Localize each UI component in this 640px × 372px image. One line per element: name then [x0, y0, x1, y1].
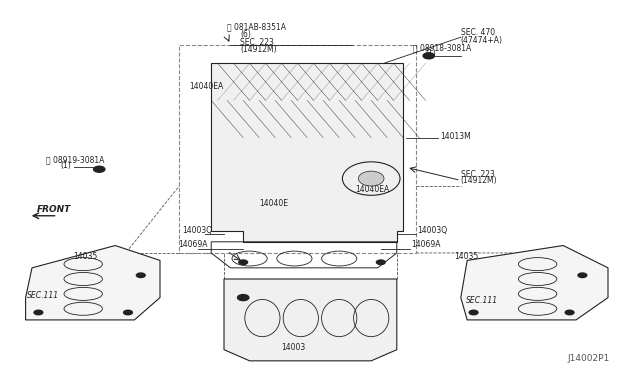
Text: 14040EA: 14040EA: [189, 82, 223, 91]
Polygon shape: [461, 246, 608, 320]
Circle shape: [238, 259, 248, 265]
Text: (14912M): (14912M): [240, 45, 276, 54]
Circle shape: [93, 166, 106, 173]
Circle shape: [358, 171, 384, 186]
Text: 14040EA: 14040EA: [355, 185, 390, 193]
Circle shape: [577, 272, 588, 278]
Text: 14040E: 14040E: [259, 199, 288, 208]
Circle shape: [422, 52, 435, 60]
Polygon shape: [211, 63, 403, 242]
Circle shape: [33, 310, 44, 315]
Text: SEC. 470: SEC. 470: [461, 28, 495, 37]
Text: 14069A: 14069A: [411, 240, 440, 249]
Circle shape: [123, 310, 133, 315]
Text: FRONT: FRONT: [37, 205, 72, 214]
Circle shape: [376, 259, 386, 265]
Polygon shape: [224, 279, 397, 361]
Text: J14002P1: J14002P1: [568, 354, 610, 363]
Polygon shape: [26, 246, 160, 320]
Text: Ⓑ 081AB-8351A: Ⓑ 081AB-8351A: [227, 23, 286, 32]
Text: 14069A: 14069A: [178, 240, 207, 249]
Text: (1): (1): [61, 161, 72, 170]
Circle shape: [468, 310, 479, 315]
Text: SEC.111: SEC.111: [27, 291, 59, 300]
Circle shape: [564, 310, 575, 315]
Text: Ⓝ 08919-3081A: Ⓝ 08919-3081A: [46, 155, 104, 164]
Text: 14003Q: 14003Q: [417, 225, 447, 234]
Text: 14013M: 14013M: [440, 132, 471, 141]
Text: Ⓝ 08918-3081A: Ⓝ 08918-3081A: [413, 43, 471, 52]
Text: SEC.111: SEC.111: [466, 296, 498, 305]
Text: (14912M): (14912M): [461, 176, 497, 185]
Text: 14035: 14035: [454, 251, 479, 260]
Text: (47474+A): (47474+A): [461, 36, 503, 45]
Text: SEC. 223: SEC. 223: [240, 38, 274, 46]
Circle shape: [136, 272, 146, 278]
Text: 14003Q: 14003Q: [182, 225, 212, 234]
Text: SEC. 223: SEC. 223: [461, 170, 495, 179]
Text: 14035: 14035: [74, 251, 98, 260]
Text: (6): (6): [240, 30, 251, 39]
Text: 14003: 14003: [282, 343, 306, 352]
Circle shape: [237, 294, 250, 301]
Text: (1): (1): [426, 49, 436, 58]
